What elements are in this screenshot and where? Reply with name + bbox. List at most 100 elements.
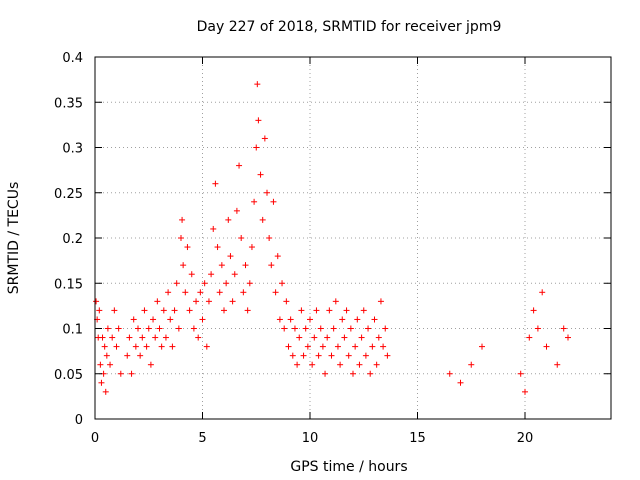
data-point — [287, 316, 294, 323]
data-point — [101, 343, 108, 350]
data-point — [319, 343, 326, 350]
data-point — [446, 370, 453, 377]
data-point — [218, 262, 225, 269]
data-point — [554, 361, 561, 368]
data-point — [167, 316, 174, 323]
data-point — [281, 325, 288, 332]
data-point — [298, 307, 305, 314]
data-point — [223, 280, 230, 287]
data-point — [124, 352, 131, 359]
data-point — [367, 370, 374, 377]
data-point — [362, 352, 369, 359]
data-point — [214, 244, 221, 251]
data-point — [339, 316, 346, 323]
data-point — [117, 370, 124, 377]
data-point — [291, 325, 298, 332]
data-point — [233, 207, 240, 214]
data-point — [130, 316, 137, 323]
data-point — [201, 280, 208, 287]
x-tick-label: 0 — [91, 431, 99, 446]
data-point — [203, 343, 210, 350]
data-point — [99, 334, 106, 341]
data-point — [93, 298, 100, 305]
data-point — [259, 216, 266, 223]
data-point — [175, 325, 182, 332]
data-point — [178, 235, 184, 241]
data-point — [289, 352, 296, 359]
data-point — [276, 316, 283, 323]
data-point — [380, 343, 387, 350]
data-point — [154, 298, 161, 305]
data-point — [152, 334, 159, 341]
data-point — [257, 171, 264, 178]
data-point — [369, 343, 376, 350]
data-point — [240, 289, 247, 296]
data-point — [266, 235, 273, 241]
data-point — [565, 334, 571, 341]
data-point — [255, 117, 262, 124]
data-point — [322, 370, 329, 377]
data-point — [195, 334, 202, 341]
data-point — [300, 352, 307, 359]
data-point — [227, 253, 234, 260]
data-point — [371, 316, 378, 323]
data-point — [279, 280, 286, 287]
data-point — [309, 361, 316, 368]
data-point — [272, 289, 279, 296]
y-tick-label: 0.1 — [62, 323, 83, 338]
data-point — [248, 244, 255, 251]
data-point — [304, 343, 311, 350]
data-point — [315, 352, 322, 359]
data-point — [534, 325, 541, 332]
data-point — [150, 316, 157, 323]
data-point — [332, 298, 339, 305]
data-point — [356, 361, 363, 368]
data-point — [334, 343, 341, 350]
data-point — [171, 307, 178, 314]
data-point — [517, 370, 524, 377]
data-point — [229, 298, 236, 305]
data-point — [238, 235, 245, 241]
y-tick-labels: 0 0.05 0.1 0.15 0.2 0.25 0.3 0.35 0.4 — [54, 51, 83, 428]
data-point — [479, 343, 485, 350]
data-point — [358, 334, 365, 341]
data-point — [137, 352, 144, 359]
data-point — [317, 325, 324, 332]
grid-lines — [95, 57, 611, 419]
data-point — [97, 361, 104, 368]
data-point — [560, 325, 567, 332]
y-tick-label: 0.05 — [54, 368, 83, 383]
data-point — [337, 361, 344, 368]
data-point — [526, 334, 533, 341]
data-point — [145, 325, 152, 332]
data-point — [102, 388, 109, 395]
y-tick-label: 0.35 — [54, 96, 83, 111]
data-point — [251, 198, 258, 205]
data-point — [244, 307, 251, 314]
data-point — [109, 334, 116, 341]
data-point — [326, 307, 333, 314]
x-tick-label: 15 — [409, 431, 426, 446]
data-point — [135, 325, 141, 332]
data-point — [328, 352, 335, 359]
data-point — [180, 262, 187, 269]
y-tick-label: 0.15 — [54, 277, 83, 292]
data-point — [543, 343, 550, 350]
data-point — [285, 343, 292, 350]
data-point — [216, 289, 223, 296]
data-point — [115, 325, 122, 332]
data-point — [128, 370, 135, 377]
data-points — [93, 81, 571, 395]
data-point — [384, 352, 391, 359]
data-point — [530, 307, 537, 314]
data-point — [330, 325, 337, 332]
data-point — [254, 81, 261, 88]
data-point — [184, 244, 191, 251]
data-point — [365, 325, 372, 332]
y-axis-label: SRMTID / TECUs — [6, 182, 22, 295]
data-point — [103, 352, 110, 359]
y-tick-label: 0.2 — [62, 232, 83, 247]
data-point — [221, 307, 227, 314]
data-point — [468, 361, 475, 368]
